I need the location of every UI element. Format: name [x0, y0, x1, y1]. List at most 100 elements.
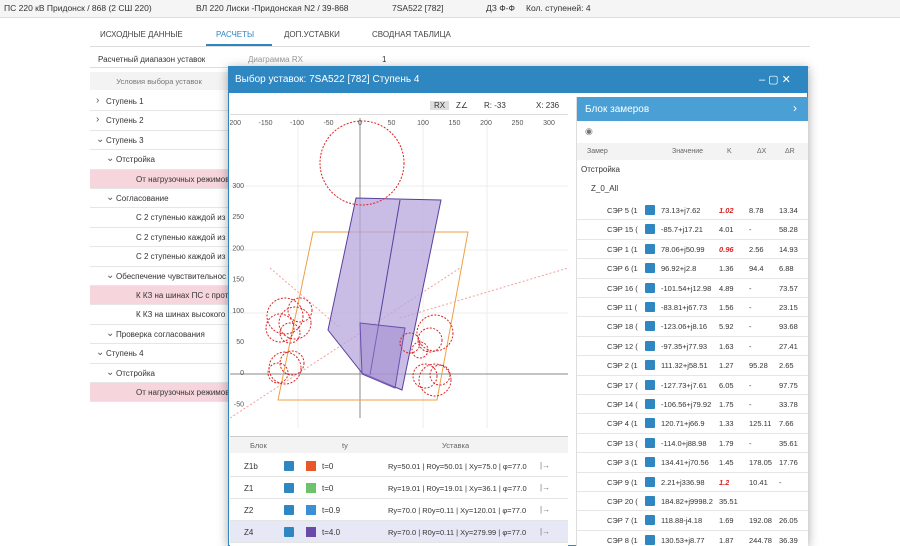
measure-name: СЭР 20 ( [607, 497, 638, 506]
measure-value: -101.54+j12.98 [661, 283, 712, 293]
checkbox[interactable] [645, 399, 655, 409]
measure-k: 1.45 [719, 458, 734, 468]
cursor-r: R: -33 [484, 101, 506, 110]
tab-underline [206, 44, 272, 46]
tab[interactable]: РАСЧЕТЫ [216, 30, 255, 39]
tab[interactable]: СВОДНАЯ ТАБЛИЦА [372, 30, 451, 39]
measure-value: 2.21+j336.98 [661, 477, 705, 487]
measure-row: СЭР 2 (1 111.32+j58.51 1.27 95.28 2.65 [577, 356, 808, 376]
chart-mode[interactable]: RX [430, 101, 450, 110]
tree-row: От нагрузочных режимов [90, 169, 228, 189]
tab[interactable]: ИСХОДНЫЕ ДАННЫЕ [100, 30, 183, 39]
tree-label: Проверка согласования [116, 329, 205, 339]
checkbox[interactable] [645, 282, 655, 293]
row-arrow: |→ [540, 461, 551, 470]
tree-toggle[interactable]: › [96, 95, 100, 106]
y-tick-label: -50 [234, 401, 244, 408]
measure-dx: 244.78 [749, 535, 772, 545]
measure-dr: 33.78 [779, 400, 798, 409]
checkbox[interactable] [645, 263, 655, 274]
header-cell: tу [342, 441, 348, 450]
tree-toggle[interactable]: ⌄ [106, 327, 115, 339]
tree-toggle[interactable]: ⌄ [106, 153, 115, 165]
tree-toggle[interactable]: ⌄ [96, 133, 105, 145]
color-swatch [306, 505, 316, 515]
measure-row: СЭР 13 (-114.0+j88.98 1.79 - 35.61 [577, 434, 808, 454]
measure-dr: - [779, 477, 782, 487]
toolbar-button[interactable]: Диаграмма RX [248, 55, 303, 64]
checkbox[interactable] [645, 476, 655, 487]
color-swatch [306, 527, 316, 537]
measure-name: СЭР 14 ( [607, 400, 638, 409]
measure-dx: - [749, 400, 752, 409]
checkbox[interactable] [645, 360, 655, 371]
tree-row: ⌄ Отстройка [90, 150, 228, 170]
checkbox[interactable] [284, 461, 294, 471]
measure-row: СЭР 9 (1 2.21+j336.98 1.2 10.41 - [577, 473, 808, 492]
measure-value: 118.88-j4.18 [661, 516, 703, 526]
x-tick-label: -200 [230, 120, 241, 127]
checkbox[interactable] [645, 379, 655, 390]
measure-row: СЭР 17 (-127.73+j7.61 6.05 - 97.75 [577, 376, 808, 395]
measure-k: 35.51 [719, 497, 738, 506]
measure-dx: - [749, 303, 752, 312]
y-tick-label: 250 [232, 214, 244, 221]
measure-name: СЭР 12 ( [607, 341, 638, 351]
checkbox[interactable] [645, 302, 655, 312]
measure-value: -123.06+j8.16 [661, 322, 708, 332]
row-arrow: |→ [540, 527, 551, 536]
checkbox[interactable] [645, 340, 655, 351]
tree-label: Ступень 4 [106, 349, 144, 359]
tree-toggle[interactable]: ⌄ [96, 347, 105, 359]
tree-toggle[interactable]: ⌄ [106, 269, 115, 281]
breadcrumb-item: ПС 220 кВ Придонск / 868 (2 СШ 220) [4, 3, 152, 13]
modal-controls[interactable]: – ▢ ✕ [759, 74, 791, 86]
measure-k: 1.63 [719, 341, 734, 351]
tree-label: С 2 ступенью каждой из з [136, 213, 228, 223]
measure-k: 6.05 [719, 380, 734, 390]
y-tick-label: 150 [232, 277, 244, 284]
tree-toggle[interactable]: › [96, 114, 100, 126]
tree-label: Отстройка [116, 155, 155, 165]
checkbox[interactable] [645, 496, 655, 506]
row-arrow: |→ [540, 505, 551, 514]
measure-row: СЭР 18 (-123.06+j8.16 5.92 - 93.68 [577, 317, 808, 337]
tree-toggle[interactable]: ⌄ [106, 366, 115, 378]
checkbox[interactable] [645, 437, 655, 448]
measure-k: 1.56 [719, 303, 734, 312]
checkbox[interactable] [645, 205, 655, 215]
measure-dr: 97.75 [779, 380, 798, 390]
y-tick-label: 100 [232, 308, 244, 315]
measure-dx: 95.28 [749, 361, 768, 371]
toolbar-button[interactable]: Расчетный диапазон уставок [98, 55, 206, 64]
chart-mode[interactable]: Z∠ [456, 101, 469, 110]
checkbox[interactable] [645, 418, 655, 429]
tab[interactable]: ДОП.УСТАВКИ [284, 30, 340, 39]
checkbox[interactable] [284, 505, 294, 515]
measure-dx: - [749, 225, 752, 235]
time: t=0.9 [322, 506, 341, 515]
left-header: Условия выбора уставок [90, 72, 228, 90]
measure-dr: 27.41 [779, 341, 798, 351]
breadcrumb-item: Кол. ступеней: 4 [526, 3, 591, 13]
measure-name: СЭР 8 (1 [607, 535, 638, 545]
tree-row: С 2 ступенью каждой из з [90, 208, 228, 228]
measure-dx: 10.41 [749, 477, 768, 487]
tree-row: › Ступень 2 [90, 111, 228, 131]
checkbox[interactable] [645, 534, 655, 545]
toolbar-count: 1 [382, 55, 387, 64]
measure-row: СЭР 20 (184.82+j9998.2 35.51 [577, 492, 808, 512]
checkbox[interactable] [645, 515, 655, 526]
tree-toggle[interactable]: ⌄ [106, 192, 115, 203]
checkbox[interactable] [645, 224, 655, 235]
checkbox[interactable] [284, 483, 294, 493]
eye-icon: ◉ [585, 126, 593, 136]
measure-value: -127.73+j7.61 [661, 380, 708, 390]
checkbox[interactable] [645, 243, 655, 254]
measure-value: 134.41+j70.56 [661, 458, 709, 468]
checkbox[interactable] [284, 527, 294, 537]
checkbox[interactable] [645, 457, 655, 468]
checkbox[interactable] [645, 321, 655, 332]
measures-panel: Блок замеров › ◉ Замер Значение K ΔX ΔR Отстройк… [576, 97, 808, 546]
